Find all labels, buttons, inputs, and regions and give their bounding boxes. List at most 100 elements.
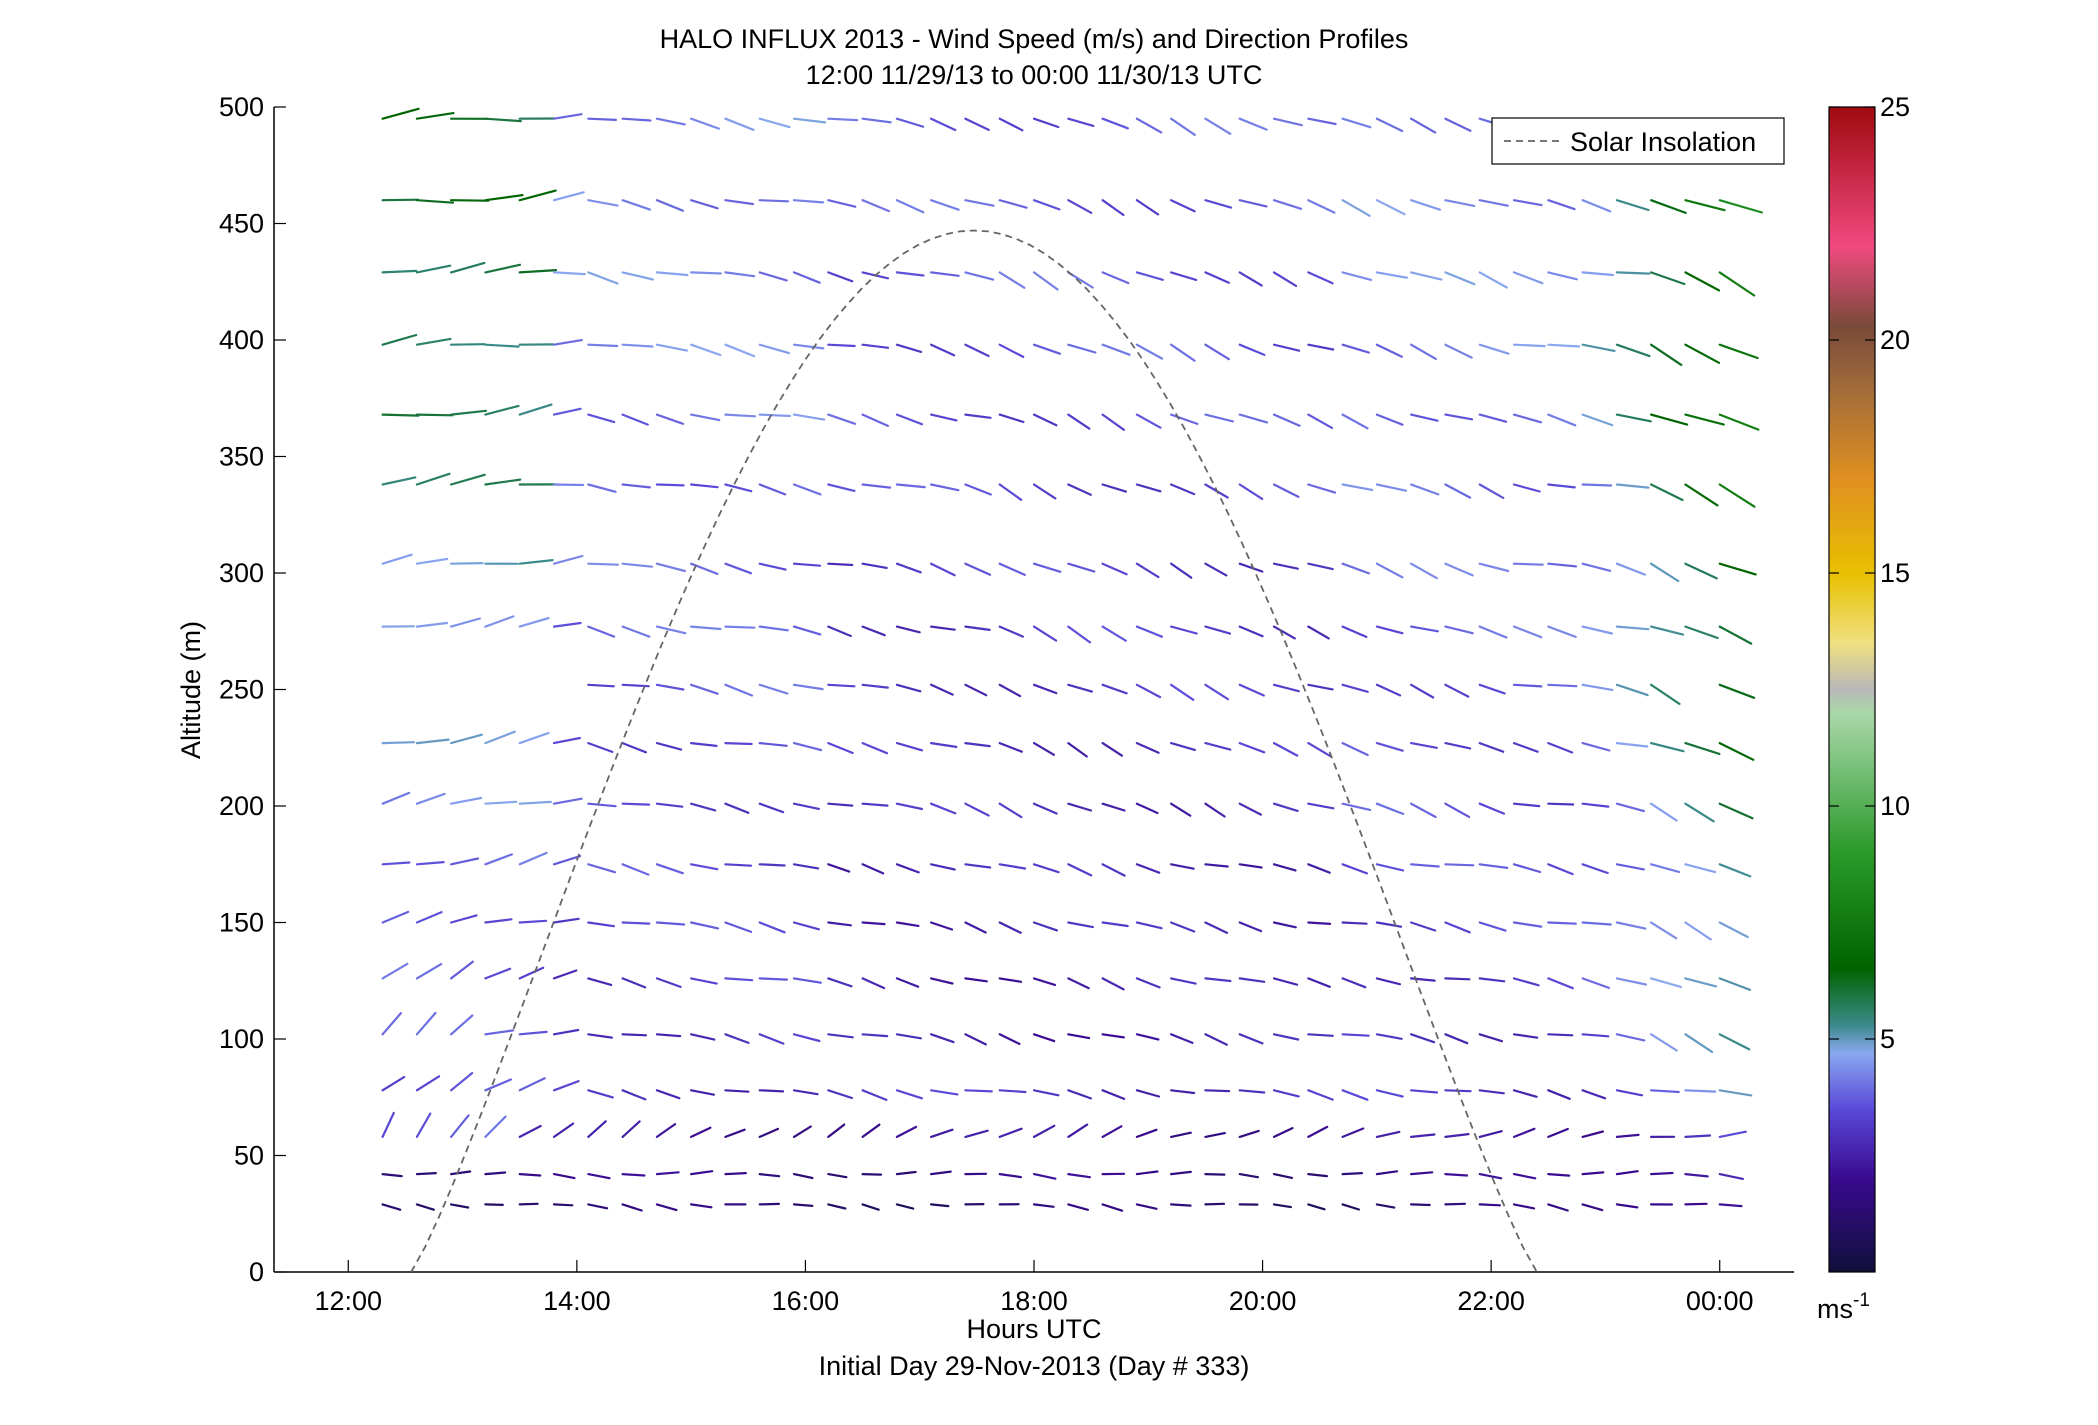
wind-vector bbox=[1718, 977, 1752, 992]
y-tick-label: 0 bbox=[249, 1257, 264, 1287]
wind-vector bbox=[1718, 741, 1755, 761]
wind-vector bbox=[1238, 863, 1263, 869]
wind-vector bbox=[1409, 117, 1437, 134]
wind-vector bbox=[1684, 1172, 1709, 1178]
wind-vector bbox=[1375, 1089, 1404, 1098]
wind-vector bbox=[518, 800, 553, 805]
wind-vector bbox=[1478, 413, 1508, 423]
wind-vector bbox=[1547, 1089, 1571, 1100]
wind-vector bbox=[1581, 199, 1612, 213]
wind-vector bbox=[689, 271, 723, 275]
wind-vector bbox=[1581, 683, 1614, 692]
wind-vector bbox=[552, 736, 582, 745]
wind-vector bbox=[1478, 741, 1505, 753]
wind-vector bbox=[929, 1128, 954, 1139]
wind-vector bbox=[689, 1203, 713, 1209]
colorbar-unit-label: ms-1 bbox=[1817, 1290, 1870, 1324]
wind-vector bbox=[1101, 1125, 1123, 1139]
wind-vector bbox=[1204, 683, 1230, 701]
wind-vector bbox=[1067, 1172, 1092, 1179]
wind-vector bbox=[895, 921, 920, 928]
y-tick-label: 350 bbox=[219, 442, 264, 472]
wind-vector bbox=[655, 741, 683, 751]
wind-vector bbox=[929, 741, 958, 749]
y-tick-label: 50 bbox=[234, 1141, 264, 1171]
wind-vector bbox=[1547, 921, 1577, 925]
wind-vector bbox=[1375, 483, 1408, 492]
wind-vector bbox=[689, 1033, 716, 1041]
wind-vector bbox=[415, 557, 449, 565]
wind-vector bbox=[1409, 562, 1438, 580]
wind-vector bbox=[518, 269, 558, 274]
wind-vector bbox=[621, 921, 651, 925]
wind-vector bbox=[929, 921, 954, 931]
wind-vector bbox=[724, 863, 753, 867]
wind-vector bbox=[587, 271, 619, 285]
wind-vector bbox=[1238, 802, 1263, 816]
wind-vector bbox=[1375, 802, 1405, 816]
wind-vector bbox=[415, 472, 451, 486]
wind-vector bbox=[1067, 977, 1090, 990]
wind-vector bbox=[1067, 1033, 1091, 1040]
wind-vector bbox=[861, 117, 892, 124]
wind-vector bbox=[1238, 117, 1268, 131]
wind-vector bbox=[450, 1014, 474, 1036]
wind-vector bbox=[895, 863, 920, 874]
wind-vector bbox=[1409, 1203, 1431, 1207]
wind-vector bbox=[1649, 1171, 1674, 1176]
x-tick-label: 16:00 bbox=[772, 1286, 840, 1316]
wind-vector bbox=[552, 407, 582, 416]
wind-vector bbox=[689, 683, 719, 695]
wind-vector bbox=[964, 921, 987, 934]
wind-vector bbox=[792, 1172, 814, 1180]
wind-vector bbox=[655, 1089, 681, 1100]
wind-vector bbox=[1169, 1203, 1192, 1207]
wind-vector bbox=[1581, 921, 1612, 926]
wind-vector bbox=[724, 741, 753, 746]
wind-vector bbox=[827, 343, 856, 348]
wind-vector bbox=[895, 977, 920, 988]
wind-vector bbox=[1615, 271, 1651, 275]
wind-vector bbox=[655, 1033, 682, 1038]
wind-vector bbox=[1409, 271, 1443, 281]
wind-vector bbox=[1581, 1203, 1604, 1212]
wind-vector bbox=[1307, 562, 1334, 571]
y-tick-label: 250 bbox=[219, 675, 264, 705]
wind-vector bbox=[1341, 863, 1369, 875]
wind-vector bbox=[1478, 483, 1505, 499]
wind-vector bbox=[415, 1203, 435, 1211]
wind-vector bbox=[1375, 1203, 1396, 1209]
wind-vector bbox=[552, 621, 582, 628]
wind-vector bbox=[450, 1071, 474, 1092]
wind-vector bbox=[1444, 921, 1471, 934]
wind-vector bbox=[1478, 1033, 1504, 1043]
wind-vector bbox=[1444, 1033, 1469, 1045]
wind-vector bbox=[518, 1202, 539, 1206]
wind-vector bbox=[552, 113, 583, 120]
wind-vector bbox=[1649, 562, 1680, 583]
wind-vector bbox=[827, 977, 853, 988]
wind-vector bbox=[1272, 199, 1303, 210]
solar-insolation-curve bbox=[410, 229, 1538, 1273]
wind-vector bbox=[1067, 1123, 1089, 1139]
wind-vector bbox=[655, 343, 689, 352]
wind-vector bbox=[1204, 1202, 1226, 1206]
wind-vector bbox=[1032, 117, 1060, 129]
wind-vector bbox=[1204, 199, 1233, 209]
wind-vector bbox=[1512, 1033, 1539, 1039]
wind-vector bbox=[1101, 117, 1129, 130]
wind-vector bbox=[1272, 413, 1301, 427]
wind-vector bbox=[689, 1170, 714, 1176]
wind-vector bbox=[689, 625, 722, 631]
wind-vector bbox=[1615, 863, 1646, 871]
wind-vector bbox=[484, 1171, 507, 1176]
wind-vector bbox=[552, 191, 585, 202]
wind-vector bbox=[895, 1033, 923, 1040]
wind-vector bbox=[450, 617, 481, 628]
wind-vector bbox=[1444, 343, 1473, 359]
wind-vector bbox=[1478, 1089, 1505, 1095]
wind-vector bbox=[655, 1122, 677, 1139]
wind-vector bbox=[1478, 863, 1509, 870]
wind-vector bbox=[895, 199, 925, 214]
wind-vector bbox=[758, 1172, 781, 1178]
